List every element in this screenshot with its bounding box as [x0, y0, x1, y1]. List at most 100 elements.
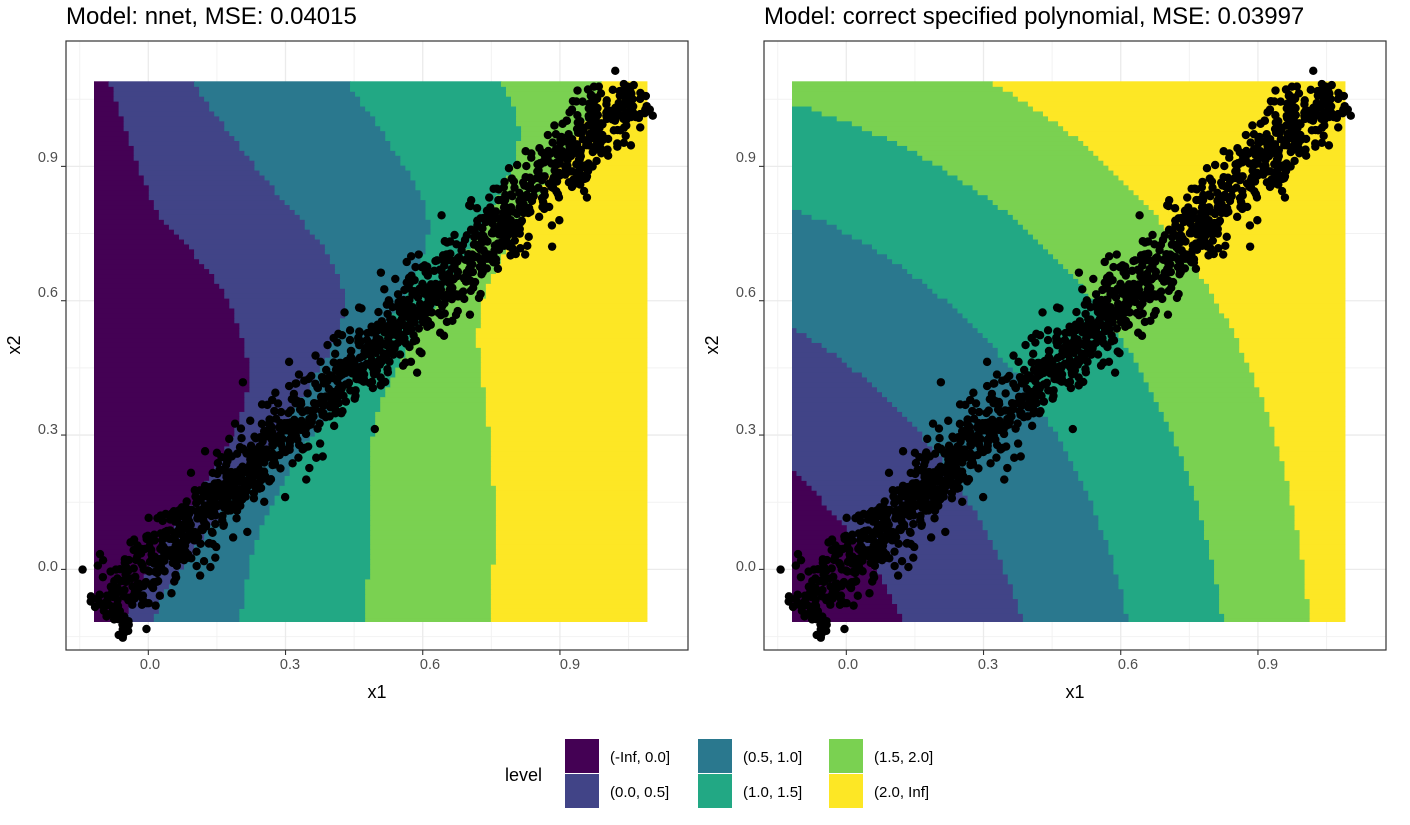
scatter-point: [1171, 216, 1180, 225]
contour-band-level-3: [244, 583, 366, 590]
contour-band-level-2: [224, 125, 381, 132]
scatter-point: [439, 256, 449, 266]
contour-band-level-5: [1254, 376, 1346, 383]
contour-band-level-0: [94, 480, 205, 486]
contour-band-level-5: [480, 317, 648, 324]
scatter-point: [423, 262, 432, 271]
legend-swatch-4: [829, 739, 863, 773]
contour-band-level-0: [94, 86, 115, 92]
scatter-point: [593, 103, 602, 113]
scatter-point: [547, 221, 557, 230]
contour-band-level-4: [370, 475, 492, 481]
contour-band-level-1: [113, 91, 200, 97]
contour-band-level-3: [792, 184, 974, 191]
scatter-point: [1052, 303, 1062, 312]
contour-band-level-3: [309, 435, 371, 442]
scatter-point: [538, 172, 547, 181]
scatter-point: [1081, 364, 1090, 374]
contour-band-level-5: [1229, 317, 1346, 324]
contour-band-level-1: [194, 248, 326, 255]
scatter-point: [355, 328, 365, 337]
scatter-point: [303, 389, 312, 398]
contour-band-level-4: [1053, 253, 1190, 260]
contour-band-level-1: [792, 440, 928, 447]
scatter-point: [582, 193, 592, 202]
contour-band-level-1: [796, 470, 954, 476]
contour-band-level-1: [128, 135, 235, 142]
scatter-point: [840, 624, 849, 634]
scatter-point: [989, 379, 998, 388]
scatter-point: [923, 473, 932, 483]
contour-band-level-1: [219, 455, 261, 462]
scatter-point: [493, 264, 503, 273]
scatter-point: [435, 285, 444, 294]
contour-band-level-5: [1158, 214, 1346, 220]
scatter-point: [1133, 285, 1142, 294]
contour-band-level-2: [876, 386, 1029, 393]
contour-band-level-5: [1304, 593, 1346, 600]
scatter-point: [350, 366, 359, 375]
scatter-point: [804, 567, 813, 576]
contour-band-level-2: [239, 145, 391, 151]
scatter-point: [469, 240, 479, 249]
scatter-point: [1146, 316, 1155, 326]
scatter-point: [270, 406, 279, 416]
contour-band-level-2: [299, 396, 336, 403]
scatter-point: [1027, 333, 1036, 343]
scatter-point: [1068, 359, 1077, 368]
scatter-point: [1109, 336, 1119, 345]
scatter-point: [1249, 144, 1259, 154]
scatter-point: [548, 138, 557, 147]
scatter-point: [1241, 130, 1251, 140]
contour-band-level-3: [239, 618, 366, 622]
scatter-point: [555, 171, 564, 180]
contour-band-level-1: [234, 317, 341, 324]
scatter-point: [418, 279, 427, 289]
scatter-point: [921, 456, 930, 466]
scatter-point: [465, 310, 475, 319]
scatter-point: [838, 544, 848, 554]
contour-band-level-5: [490, 608, 648, 614]
scatter-point: [1035, 331, 1045, 340]
scatter-point: [926, 533, 936, 542]
contour-band-level-0: [94, 199, 155, 206]
scatter-point: [1042, 378, 1052, 388]
scatter-point: [623, 92, 632, 102]
scatter-point: [1323, 84, 1332, 94]
scatter-point: [140, 544, 150, 554]
scatter-point: [370, 359, 379, 368]
scatter-point: [507, 174, 516, 183]
contour-band-level-4: [1042, 243, 1180, 250]
scatter-point: [1143, 285, 1152, 295]
scatter-point: [1140, 276, 1149, 286]
contour-band-level-0: [94, 258, 200, 265]
contour-band-level-2: [249, 155, 401, 161]
contour-band-level-3: [792, 115, 838, 122]
scatter-point: [256, 443, 266, 453]
scatter-point: [323, 340, 332, 350]
scatter-point: [211, 519, 220, 529]
scatter-point: [1246, 138, 1255, 147]
scatter-point: [969, 388, 978, 397]
contour-band-level-3: [1063, 445, 1180, 452]
contour-band-level-1: [866, 554, 999, 560]
scatter-point: [944, 441, 954, 450]
scatter-point: [1262, 178, 1272, 187]
contour-band-level-2: [977, 514, 1099, 521]
contour-band-level-1: [792, 342, 823, 348]
contour-band-level-5: [500, 258, 648, 265]
scatter-point: [473, 216, 482, 225]
scatter-point: [636, 123, 645, 132]
contour-band-level-2: [796, 327, 979, 334]
scatter-point: [1287, 120, 1296, 129]
scatter-point: [1122, 293, 1131, 303]
contour-band-level-1: [143, 179, 271, 186]
contour-band-level-1: [892, 593, 1014, 600]
scatter-point: [316, 357, 325, 367]
contour-band-level-4: [1153, 396, 1265, 403]
scatter-point: [951, 479, 960, 488]
contour-band-level-2: [324, 243, 427, 250]
contour-band-level-1: [851, 534, 989, 540]
contour-band-level-3: [249, 568, 371, 575]
contour-band-level-1: [792, 460, 943, 467]
